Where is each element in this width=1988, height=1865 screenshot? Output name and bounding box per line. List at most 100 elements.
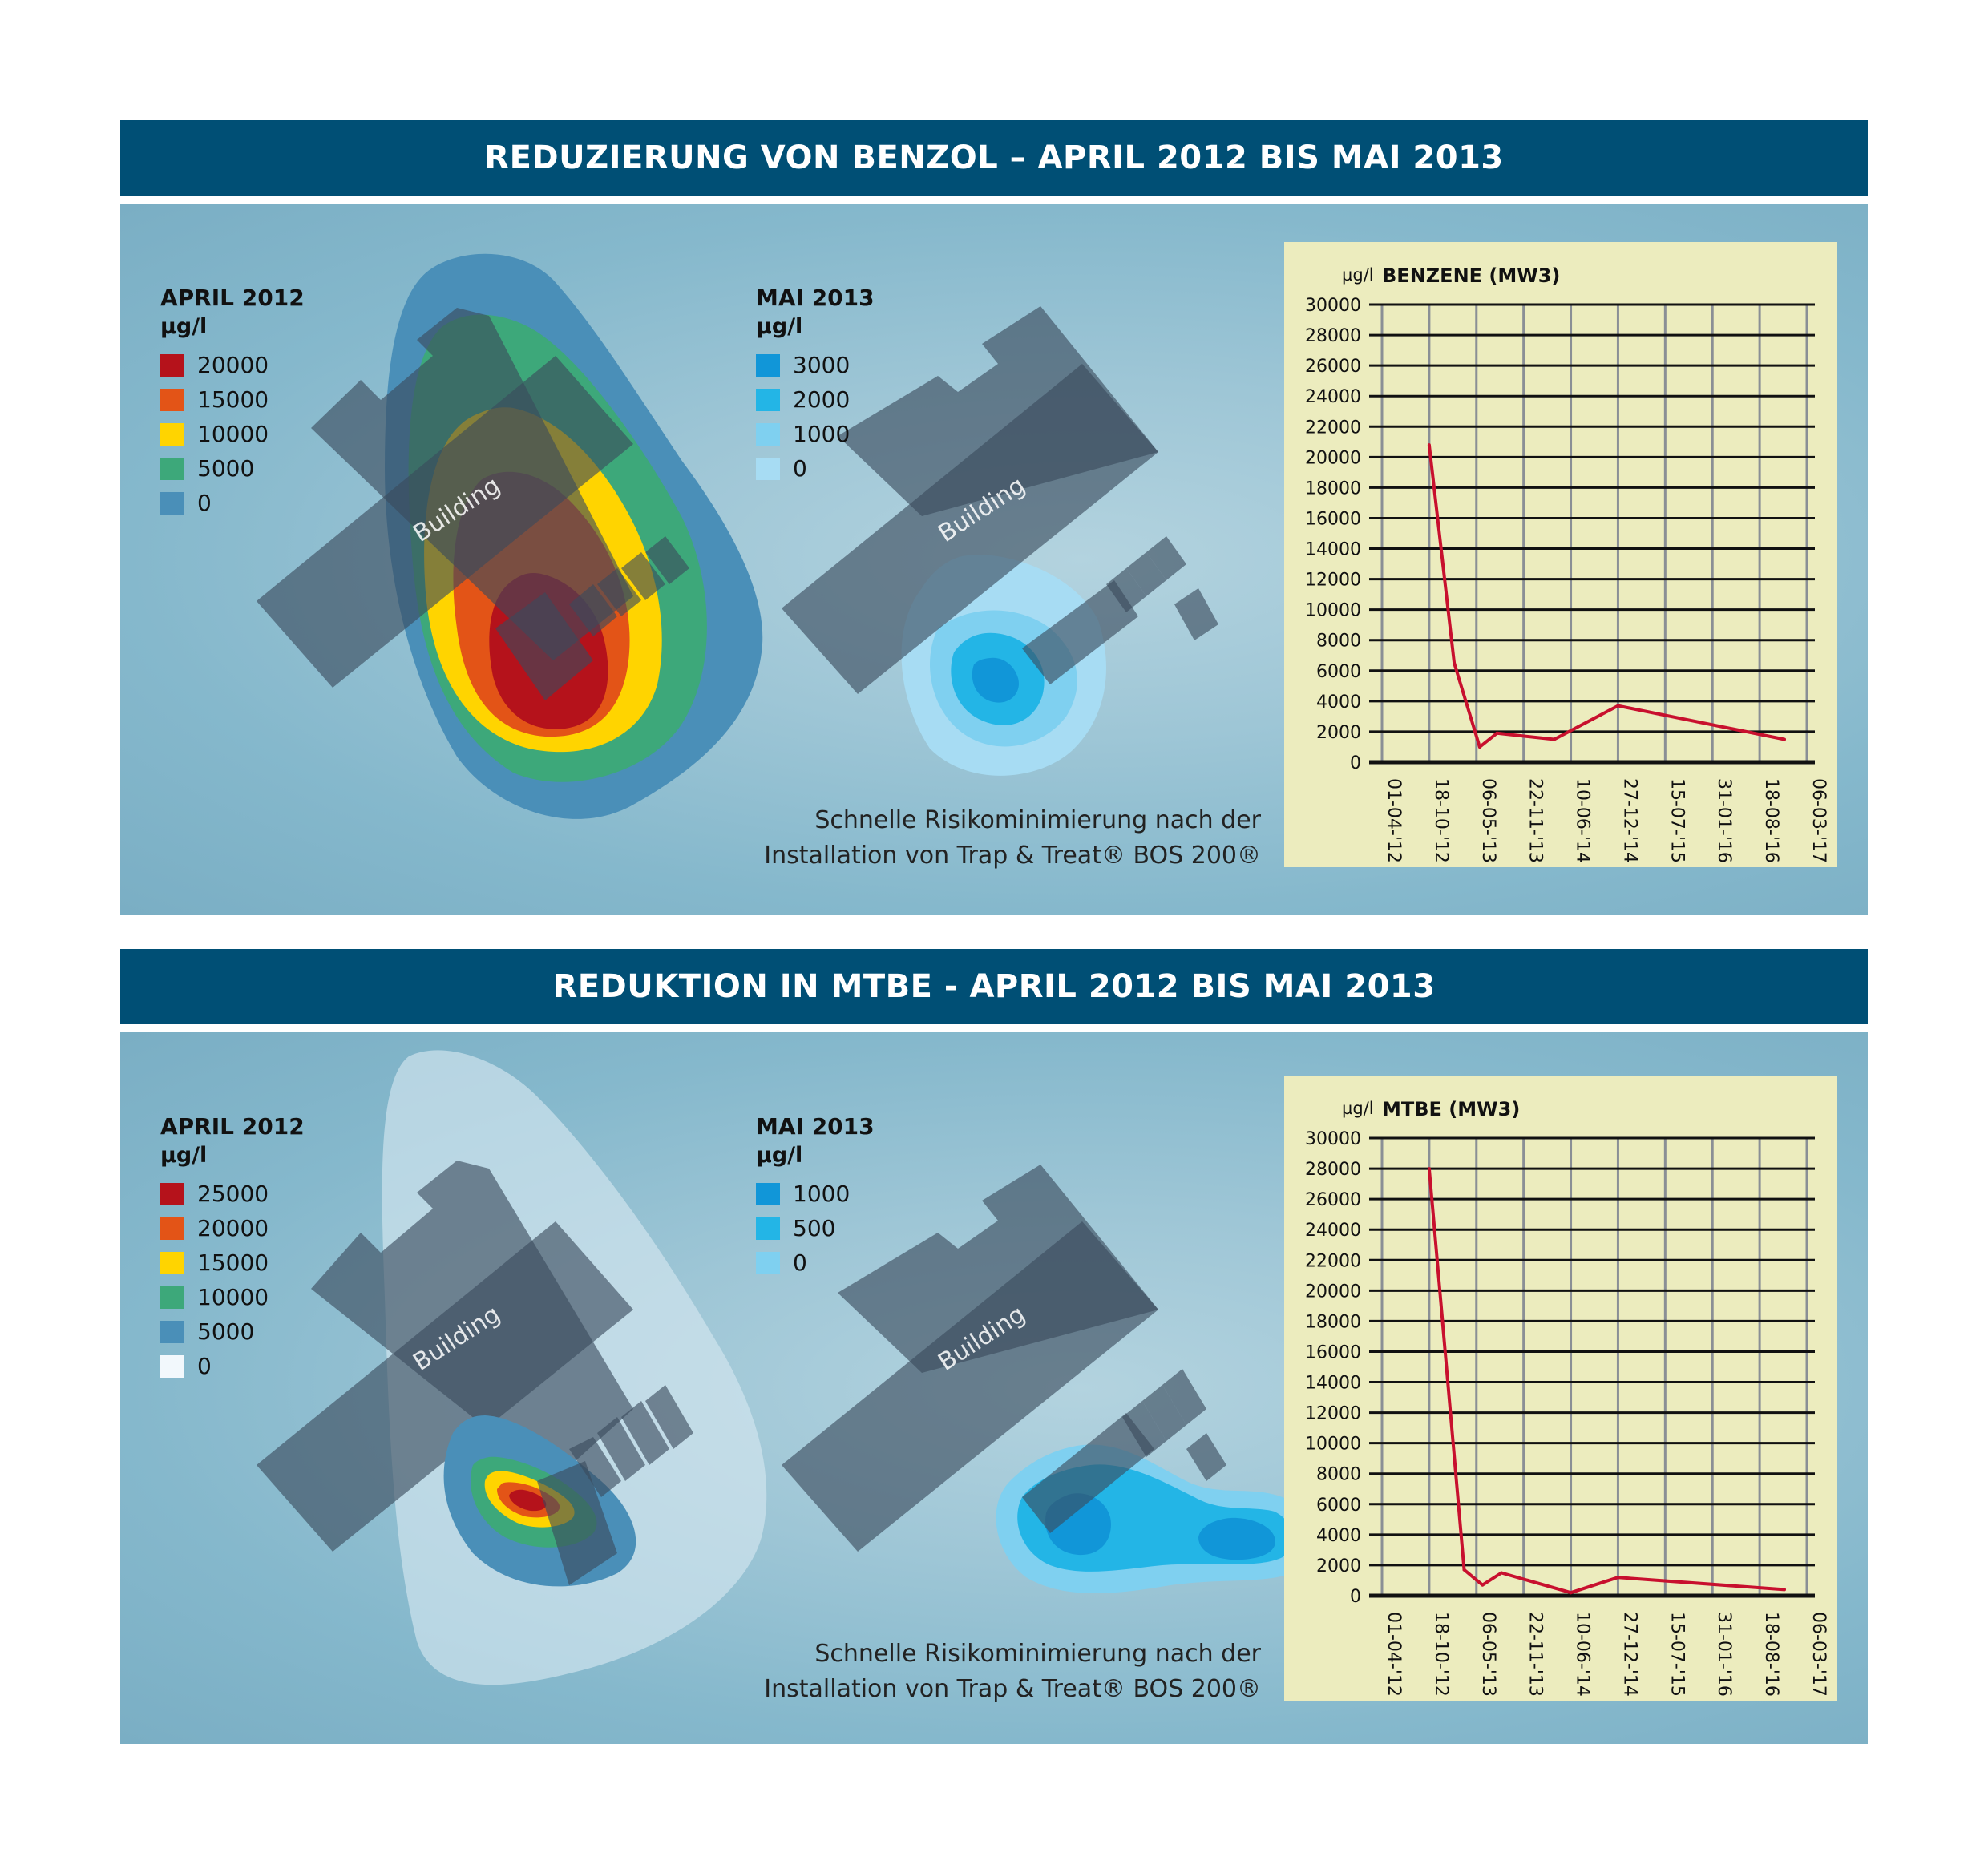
caption-mtbe: Schnelle Risikominimierung nach der Inst… — [764, 1637, 1261, 1707]
x-tick-label: 06-03-'17 — [1808, 1612, 1828, 1697]
y-tick-label: 0 — [1350, 1587, 1361, 1607]
legend-label: 5000 — [197, 1318, 255, 1345]
caption-line: Installation von Trap & Treat® BOS 200® — [764, 1675, 1261, 1703]
y-tick-label: 28000 — [1305, 1160, 1361, 1180]
y-tick-label: 16000 — [1305, 509, 1361, 529]
y-tick-label: 10000 — [1305, 601, 1361, 621]
x-tick-label: 27-12-'14 — [1619, 1612, 1639, 1697]
legend-swatch — [756, 422, 780, 446]
building-left-extension — [537, 1385, 693, 1585]
legend-label: 15000 — [197, 1249, 269, 1276]
data-point — [1477, 745, 1481, 749]
building-right — [782, 1165, 1226, 1552]
y-tick-label: 28000 — [1305, 326, 1361, 346]
x-tick-label: 06-03-'17 — [1808, 778, 1828, 863]
y-tick-label: 16000 — [1305, 1342, 1361, 1362]
x-tick-label: 15-07-'15 — [1667, 1612, 1687, 1697]
legend-item: 1000 — [756, 1177, 875, 1211]
y-tick-label: 22000 — [1305, 1251, 1361, 1271]
panel-title: REDUZIERUNG VON BENZOL – APRIL 2012 BIS … — [484, 139, 1504, 176]
legend-label: 20000 — [197, 352, 269, 378]
x-tick-label: 27-12-'14 — [1619, 778, 1639, 863]
plume-may-3000 — [972, 657, 1019, 703]
legend-title: APRIL 2012 — [160, 1113, 305, 1140]
legend-swatch — [756, 1217, 780, 1240]
y-tick-label: 4000 — [1316, 1526, 1361, 1546]
legend-swatch — [160, 422, 184, 446]
chart-svg: 0 2000 4000 6000 8000 10000 12000 14000 16000 180… — [1305, 264, 1828, 863]
panel-header-mtbe: REDUKTION IN MTBE - APRIL 2012 BIS MAI 2… — [120, 949, 1868, 1024]
legend-swatch — [160, 353, 184, 377]
legend-item: 0 — [160, 1349, 305, 1383]
y-tick-label: 2000 — [1316, 723, 1361, 743]
x-tick-label: 18-10-'12 — [1431, 778, 1451, 863]
y-tick-label: 12000 — [1305, 1404, 1361, 1424]
y-tick-label: 24000 — [1305, 1221, 1361, 1241]
legend-swatch — [160, 1182, 184, 1205]
panel-header-benzene: REDUZIERUNG VON BENZOL – APRIL 2012 BIS … — [120, 120, 1868, 196]
legend-swatch — [756, 1182, 780, 1205]
chart-benzene: 0 2000 4000 6000 8000 10000 12000 14000 16000 180… — [1284, 242, 1837, 867]
legend-item: 0 — [756, 1245, 875, 1280]
y-tick-label: 18000 — [1305, 478, 1361, 499]
chart-title: BENZENE (MW3) — [1382, 264, 1560, 287]
data-point — [1462, 1568, 1466, 1572]
legend-item: 5000 — [160, 451, 305, 486]
legend-label: 1000 — [793, 421, 851, 447]
legend-label: 500 — [793, 1215, 836, 1241]
legend-item: 5000 — [160, 1314, 305, 1349]
legend-item: 10000 — [160, 417, 305, 451]
x-tick-label: 18-10-'12 — [1431, 1612, 1451, 1697]
x-tick-label: 10-06-'14 — [1573, 778, 1593, 863]
y-tick-label: 22000 — [1305, 418, 1361, 438]
legend-item: 2000 — [756, 382, 875, 417]
x-tick-label: 15-07-'15 — [1667, 778, 1687, 863]
plume-may-1000-b — [1198, 1517, 1275, 1560]
legend-april-2012-benzene: APRIL 2012 µg/l 20000 15000 10000 5000 0 — [160, 284, 305, 520]
legend-mai-2013-mtbe: MAI 2013 µg/l 1000 500 0 — [756, 1112, 875, 1280]
legend-item: 0 — [160, 486, 305, 520]
mtbe-plume-map: Building Building — [257, 1050, 1313, 1685]
legend-item: 10000 — [160, 1280, 305, 1314]
legend-swatch — [160, 457, 184, 480]
y-tick-label: 6000 — [1316, 1496, 1361, 1516]
data-point — [1481, 1583, 1485, 1587]
plume-contour-25000 — [509, 1489, 547, 1512]
data-point — [1453, 661, 1457, 665]
caption-line: Schnelle Risikominimierung nach der — [814, 1640, 1261, 1668]
legend-title: APRIL 2012 — [160, 285, 305, 311]
data-point — [1495, 731, 1499, 735]
legend-swatch — [756, 353, 780, 377]
chart-title: MTBE (MW3) — [1382, 1098, 1520, 1120]
data-point — [1427, 443, 1431, 447]
data-point — [1427, 1167, 1431, 1171]
legend-label: 5000 — [197, 455, 255, 482]
building-left — [257, 308, 689, 700]
y-tick-label: 8000 — [1316, 1465, 1361, 1485]
legend-label: 25000 — [197, 1181, 269, 1207]
legend-swatch — [160, 491, 184, 515]
legend-item: 500 — [756, 1211, 875, 1245]
y-tick-label: 18000 — [1305, 1312, 1361, 1332]
data-point — [1616, 704, 1620, 708]
legend-label: 0 — [793, 455, 807, 482]
panel-title: REDUKTION IN MTBE - APRIL 2012 BIS MAI 2… — [552, 968, 1436, 1005]
y-tick-label: 20000 — [1305, 1282, 1361, 1302]
y-tick-label: 14000 — [1305, 540, 1361, 560]
caption-benzene: Schnelle Risikominimierung nach der Inst… — [764, 803, 1261, 874]
y-tick-label: 26000 — [1305, 1190, 1361, 1210]
legend-swatch — [160, 388, 184, 411]
legend-item: 3000 — [756, 348, 875, 382]
data-point — [1569, 1591, 1573, 1595]
data-point — [1552, 737, 1556, 741]
data-point — [1499, 1571, 1503, 1575]
y-tick-label: 26000 — [1305, 357, 1361, 377]
legend-swatch — [160, 1251, 184, 1274]
x-tick-label: 18-08-'16 — [1761, 1612, 1781, 1697]
y-tick-label: 30000 — [1305, 1129, 1361, 1149]
legend-label: 0 — [197, 1353, 212, 1379]
legend-label: 2000 — [793, 386, 851, 413]
data-point — [1783, 737, 1787, 741]
data-point — [1783, 1588, 1787, 1592]
chart-svg: 0 2000 4000 6000 8000 10000 12000 14000 16000 180… — [1305, 1098, 1828, 1697]
